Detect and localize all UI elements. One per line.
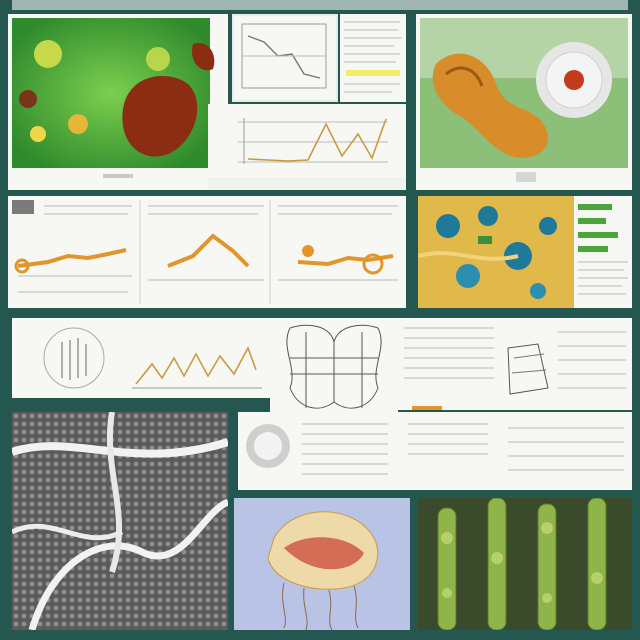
mini-chart-panel xyxy=(232,14,338,102)
mini-chart xyxy=(241,23,327,89)
top-strip xyxy=(12,0,628,10)
wireframe-sketch xyxy=(270,318,398,420)
wireframe-graphics xyxy=(286,324,382,409)
fungus-photo-monitor xyxy=(416,14,632,190)
doc-row-graphics xyxy=(43,327,262,389)
doc-row-middle xyxy=(12,318,270,398)
jellyfish-drawing xyxy=(234,498,410,630)
doc-grid-middle-right xyxy=(398,318,632,410)
data-sheet-lines xyxy=(578,204,628,295)
leaf-photo xyxy=(8,18,228,190)
doc-lower-graphics xyxy=(246,423,624,475)
mesh-texture xyxy=(12,412,228,630)
doc-grid-graphics xyxy=(404,327,626,410)
cell-graphics xyxy=(418,196,574,308)
doc-strip-graphics xyxy=(12,200,398,304)
data-sheet-right xyxy=(574,196,632,308)
plant-graphics xyxy=(418,498,632,630)
fungus-photo xyxy=(416,18,632,190)
doc-strip-orange xyxy=(8,196,406,308)
cell-photo xyxy=(418,196,574,308)
doc-sheet-top xyxy=(340,14,406,102)
jellyfish-graphics xyxy=(267,511,379,630)
line-chart xyxy=(208,118,406,190)
plant-photo xyxy=(418,498,632,630)
doc-lower-middle xyxy=(238,412,632,490)
doc-lines xyxy=(344,21,402,93)
mesh-graphics xyxy=(12,412,228,630)
leaf-photo-monitor xyxy=(8,14,228,190)
line-chart-monitor xyxy=(208,104,406,190)
